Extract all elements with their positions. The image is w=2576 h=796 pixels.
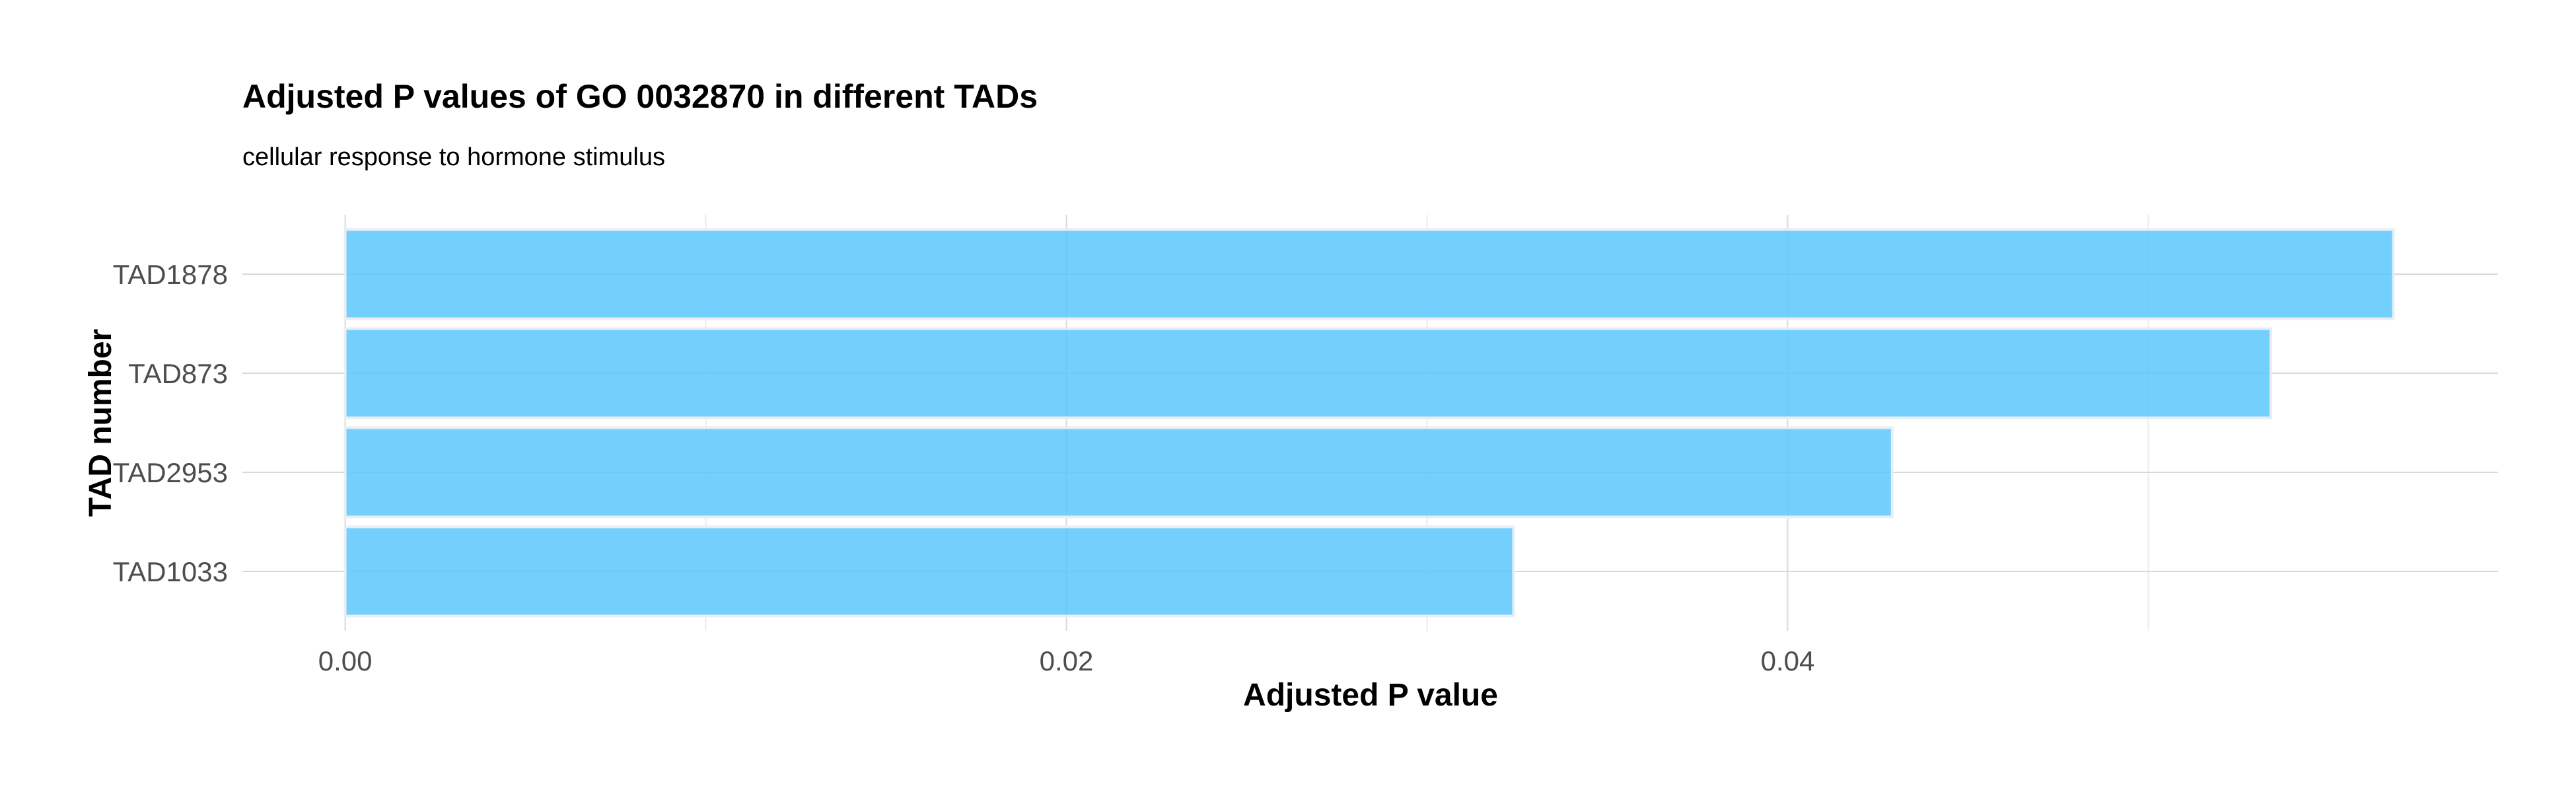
bar-tad2953 (343, 426, 1894, 519)
x-axis-title: Adjusted P value (1243, 678, 1498, 713)
y-tick-label: TAD873 (128, 358, 228, 389)
y-axis-tick-labels: TAD1878 TAD873 TAD2953 TAD1033 (113, 259, 228, 587)
y-tick-label: TAD1033 (113, 556, 228, 587)
x-tick-label: 0.00 (318, 645, 373, 676)
x-axis-tick-labels: 0.00 0.02 0.04 (318, 645, 1815, 676)
y-tick-label: TAD2953 (113, 457, 228, 488)
y-axis-title: TAD number (83, 329, 118, 517)
chart-title: Adjusted P values of GO 0032870 in diffe… (242, 78, 1038, 115)
bar-tad1878 (343, 228, 2395, 320)
chart-subtitle: cellular response to hormone stimulus (242, 143, 665, 171)
x-tick-label: 0.02 (1040, 645, 1094, 676)
bar-tad1033 (343, 525, 1515, 618)
bar-tad873 (343, 327, 2273, 419)
bars (343, 228, 2395, 618)
x-tick-label: 0.04 (1761, 645, 1815, 676)
y-tick-label: TAD1878 (113, 259, 228, 290)
